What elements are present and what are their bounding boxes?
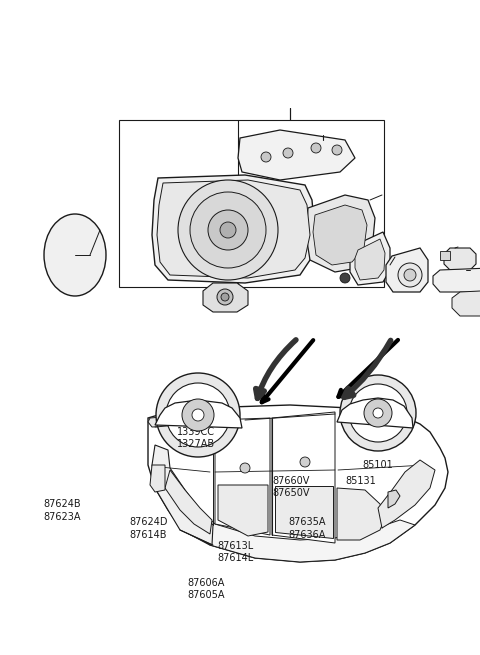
Circle shape — [261, 152, 271, 162]
Polygon shape — [150, 465, 165, 492]
Text: 87635A
87636A: 87635A 87636A — [288, 517, 325, 540]
Text: 87613L
87614L: 87613L 87614L — [217, 541, 253, 563]
Circle shape — [364, 399, 392, 427]
Polygon shape — [148, 405, 448, 562]
Circle shape — [166, 383, 230, 447]
Circle shape — [190, 192, 266, 268]
Text: 87624D
87614B: 87624D 87614B — [130, 517, 168, 540]
Text: 85131: 85131 — [346, 476, 376, 485]
Polygon shape — [306, 195, 375, 272]
Circle shape — [283, 148, 293, 158]
Polygon shape — [337, 398, 413, 428]
Circle shape — [398, 263, 422, 287]
Polygon shape — [444, 248, 476, 270]
Polygon shape — [203, 283, 248, 312]
Circle shape — [373, 408, 383, 418]
Circle shape — [340, 273, 350, 283]
Circle shape — [240, 463, 250, 473]
Circle shape — [220, 222, 236, 238]
Circle shape — [300, 457, 310, 467]
Polygon shape — [238, 130, 355, 180]
Polygon shape — [386, 248, 428, 292]
Polygon shape — [215, 418, 270, 535]
Circle shape — [349, 384, 407, 442]
Polygon shape — [452, 290, 480, 316]
Polygon shape — [440, 251, 450, 260]
Polygon shape — [218, 485, 268, 536]
Circle shape — [332, 145, 342, 155]
Text: 87660V
87650V: 87660V 87650V — [273, 476, 310, 498]
Polygon shape — [200, 510, 415, 562]
Polygon shape — [433, 268, 480, 292]
Polygon shape — [378, 460, 435, 528]
Circle shape — [192, 409, 204, 421]
Bar — [119, 120, 384, 287]
Text: 87624B
87623A: 87624B 87623A — [43, 499, 81, 521]
Polygon shape — [165, 470, 212, 534]
Circle shape — [311, 143, 321, 153]
Circle shape — [208, 210, 248, 250]
Polygon shape — [350, 232, 390, 285]
Circle shape — [221, 293, 229, 301]
Polygon shape — [355, 239, 385, 280]
Polygon shape — [388, 490, 400, 508]
Circle shape — [217, 289, 233, 305]
Text: 1339CC
1327AB: 1339CC 1327AB — [177, 427, 215, 449]
Circle shape — [156, 373, 240, 457]
Polygon shape — [313, 205, 367, 265]
Circle shape — [182, 399, 214, 431]
Circle shape — [404, 269, 416, 281]
Polygon shape — [152, 175, 315, 283]
Circle shape — [178, 180, 278, 280]
Polygon shape — [148, 413, 210, 427]
Polygon shape — [155, 400, 242, 428]
Text: 85101: 85101 — [362, 460, 393, 470]
Text: 87606A
87605A: 87606A 87605A — [188, 578, 225, 600]
Circle shape — [340, 375, 416, 451]
Polygon shape — [275, 486, 333, 538]
Polygon shape — [152, 445, 213, 545]
Polygon shape — [337, 488, 385, 540]
Ellipse shape — [44, 214, 106, 296]
Polygon shape — [157, 180, 310, 278]
Polygon shape — [272, 412, 335, 543]
